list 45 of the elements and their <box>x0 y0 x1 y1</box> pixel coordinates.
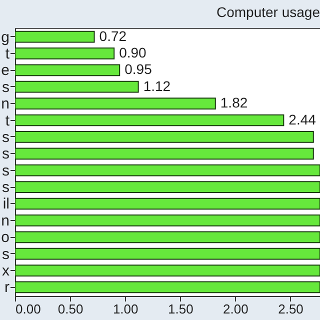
bar <box>15 214 320 226</box>
y-tick-label: r <box>4 279 10 296</box>
y-tick-label: s <box>2 162 10 180</box>
y-tick-label: x <box>2 262 10 280</box>
x-tick-label: 1.00 <box>112 302 138 316</box>
bar <box>15 114 284 126</box>
bar <box>15 131 314 143</box>
x-tick-label: 1.50 <box>168 302 194 316</box>
bar <box>15 148 314 160</box>
y-tick-label: il <box>2 196 10 213</box>
y-tick-label: s <box>2 146 10 163</box>
y-tick-label: t <box>5 45 10 62</box>
y-tick-label: t <box>5 112 10 130</box>
data-label: 1.12 <box>143 78 171 94</box>
x-tick-label: 0.50 <box>58 302 84 316</box>
bar <box>15 198 320 210</box>
x-tick-label: 2.50 <box>278 302 304 316</box>
bar <box>15 98 216 110</box>
chart-title: Computer usage <box>216 4 320 20</box>
bar <box>15 264 320 276</box>
bar <box>15 248 320 260</box>
bar <box>15 164 320 176</box>
y-tick-label: g <box>1 28 10 46</box>
x-tick-label: 2.00 <box>223 302 248 316</box>
data-label: 1.82 <box>220 94 248 111</box>
bar <box>15 30 95 43</box>
data-label: 0.95 <box>124 61 152 78</box>
y-tick-label: s <box>2 246 10 263</box>
bar <box>15 64 120 76</box>
y-tick-label: o <box>1 229 10 246</box>
y-tick-label: s <box>2 78 10 96</box>
y-tick-label: n <box>1 96 10 113</box>
y-tick-label: n <box>1 212 10 230</box>
y-tick-label: s <box>2 128 10 146</box>
bar <box>15 48 115 60</box>
data-label: 0.90 <box>119 44 147 60</box>
y-tick-label: e <box>1 62 10 80</box>
bar <box>15 181 320 193</box>
data-label: 2.44 <box>288 111 316 128</box>
x-tick-label: 0.00 <box>16 302 41 316</box>
bar <box>15 231 320 244</box>
data-label: 0.72 <box>99 28 127 44</box>
bar <box>15 80 139 93</box>
bar <box>15 281 320 294</box>
y-tick-label: s <box>2 179 10 196</box>
